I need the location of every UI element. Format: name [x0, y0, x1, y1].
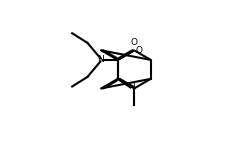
- Text: N: N: [97, 55, 104, 64]
- Text: O: O: [131, 38, 138, 47]
- Text: O: O: [136, 46, 143, 55]
- Text: I: I: [133, 83, 135, 92]
